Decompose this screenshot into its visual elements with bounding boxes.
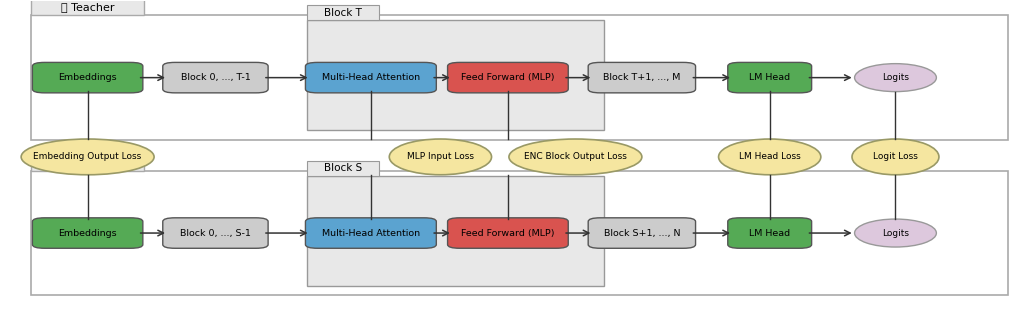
Ellipse shape xyxy=(22,139,154,175)
Text: MLP Input Loss: MLP Input Loss xyxy=(407,152,474,162)
Ellipse shape xyxy=(719,139,821,175)
Text: LM Head Loss: LM Head Loss xyxy=(739,152,801,162)
Text: Block S: Block S xyxy=(325,163,362,173)
Text: Embeddings: Embeddings xyxy=(58,228,117,238)
FancyBboxPatch shape xyxy=(32,0,143,15)
FancyBboxPatch shape xyxy=(728,62,812,93)
Text: 🎓 Student: 🎓 Student xyxy=(60,157,115,167)
Ellipse shape xyxy=(855,219,936,247)
FancyBboxPatch shape xyxy=(307,20,604,131)
FancyBboxPatch shape xyxy=(588,218,695,248)
Text: Multi-Head Attention: Multi-Head Attention xyxy=(322,228,420,238)
Text: Feed Forward (MLP): Feed Forward (MLP) xyxy=(461,228,555,238)
Text: Logits: Logits xyxy=(882,73,909,82)
FancyBboxPatch shape xyxy=(32,15,1008,140)
Text: Block T+1, ..., M: Block T+1, ..., M xyxy=(603,73,681,82)
FancyBboxPatch shape xyxy=(163,62,268,93)
FancyBboxPatch shape xyxy=(307,176,604,286)
FancyBboxPatch shape xyxy=(163,218,268,248)
FancyBboxPatch shape xyxy=(447,218,568,248)
Text: 🎓 Teacher: 🎓 Teacher xyxy=(60,2,115,12)
FancyBboxPatch shape xyxy=(447,62,568,93)
Text: Block T: Block T xyxy=(325,8,362,18)
FancyBboxPatch shape xyxy=(728,218,812,248)
FancyBboxPatch shape xyxy=(32,171,1008,295)
Text: Multi-Head Attention: Multi-Head Attention xyxy=(322,73,420,82)
Text: LM Head: LM Head xyxy=(750,228,791,238)
Text: LM Head: LM Head xyxy=(750,73,791,82)
Text: Logit Loss: Logit Loss xyxy=(873,152,918,162)
Text: Embedding Output Loss: Embedding Output Loss xyxy=(34,152,141,162)
Text: Embeddings: Embeddings xyxy=(58,73,117,82)
Text: Block S+1, ..., N: Block S+1, ..., N xyxy=(603,228,680,238)
FancyBboxPatch shape xyxy=(307,161,379,176)
Text: Block 0, ..., T-1: Block 0, ..., T-1 xyxy=(180,73,250,82)
FancyBboxPatch shape xyxy=(32,154,143,171)
Text: ENC Block Output Loss: ENC Block Output Loss xyxy=(524,152,627,162)
FancyBboxPatch shape xyxy=(588,62,695,93)
Text: Block 0, ..., S-1: Block 0, ..., S-1 xyxy=(180,228,251,238)
Ellipse shape xyxy=(389,139,492,175)
Ellipse shape xyxy=(852,139,939,175)
Text: Logits: Logits xyxy=(882,228,909,238)
FancyBboxPatch shape xyxy=(305,218,436,248)
Ellipse shape xyxy=(855,64,936,92)
Ellipse shape xyxy=(509,139,642,175)
FancyBboxPatch shape xyxy=(33,62,142,93)
FancyBboxPatch shape xyxy=(307,5,379,20)
Text: Feed Forward (MLP): Feed Forward (MLP) xyxy=(461,73,555,82)
FancyBboxPatch shape xyxy=(305,62,436,93)
FancyBboxPatch shape xyxy=(33,218,142,248)
